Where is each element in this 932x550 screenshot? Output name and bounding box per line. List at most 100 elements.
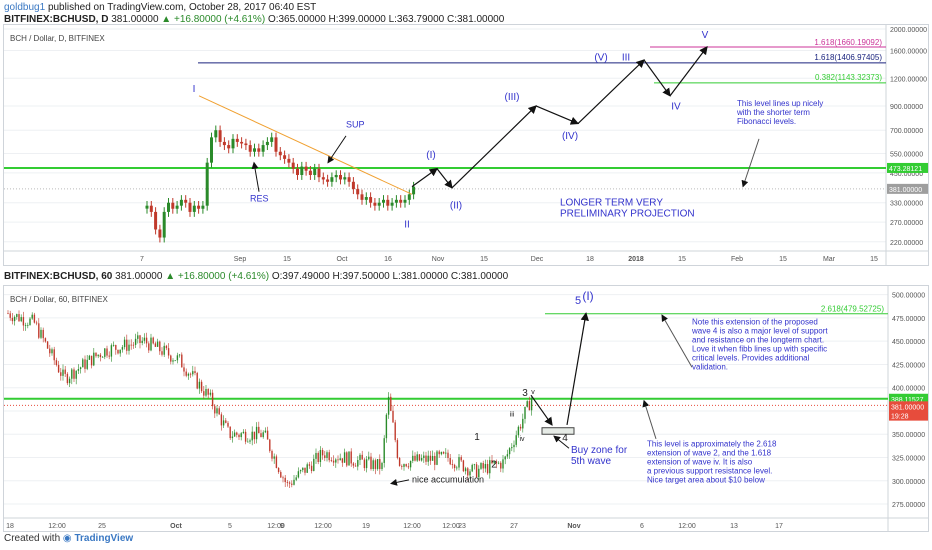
x-tick-8: 18 — [586, 256, 594, 263]
candle2-body-169 — [379, 459, 381, 470]
candle2-body-148 — [332, 460, 335, 463]
candle2-body-132 — [297, 471, 300, 478]
x2-tick-0: 18 — [6, 523, 14, 530]
candle2-body-56 — [130, 344, 132, 346]
candle2-body-32 — [77, 369, 80, 371]
ohlc-hourly: O:397.49000 H:397.50000 L:381.00000 C:38… — [271, 271, 509, 282]
candle2-body-110 — [249, 440, 251, 442]
candle2-body-152 — [341, 458, 344, 463]
candle2-body-116 — [262, 432, 264, 438]
y2-tick-2: 450.00000 — [892, 339, 925, 346]
annotation-note-2: Fibonacci levels. — [737, 117, 796, 126]
hourly-chart[interactable]: 500.00000 475.00000 450.00000 425.00000 400.… — [3, 285, 929, 532]
candle2-body-127 — [286, 482, 289, 483]
candle2-body-43 — [101, 356, 104, 358]
candle-body-12 — [197, 205, 201, 209]
candle-body-17 — [218, 130, 222, 142]
candle-body-53 — [373, 202, 377, 206]
candle2-body-120 — [271, 450, 273, 459]
candle2-body-177 — [396, 440, 399, 458]
candle2-body-176 — [394, 422, 396, 441]
candle2-body-67 — [154, 343, 157, 347]
annotation-note-extension-0: Note this extension of the proposed — [692, 317, 818, 326]
candle2-body-39 — [93, 352, 95, 366]
candle2-body-131 — [295, 477, 297, 480]
candle2-body-229 — [511, 447, 513, 449]
candle2-body-199 — [445, 452, 447, 454]
candle2-body-215 — [480, 463, 482, 469]
candle2-body-149 — [335, 459, 337, 463]
price2-tag-text-1: 381.00000 — [891, 404, 924, 411]
candle-body-9 — [184, 199, 188, 203]
candle2-body-121 — [273, 456, 275, 459]
price2-tag-2 — [889, 410, 928, 421]
candle2-body-112 — [253, 431, 256, 440]
y-tick-7: 330.00000 — [890, 201, 923, 208]
candle2-body-44 — [104, 348, 106, 357]
wave2-label-3: iii — [510, 412, 515, 419]
candle-body-23 — [244, 143, 248, 146]
candle2-body-173 — [387, 396, 390, 415]
x2-tick-14: 6 — [640, 523, 644, 530]
candle2-body-204 — [456, 467, 458, 469]
candle-body-35 — [296, 168, 299, 175]
x-tick-6: 15 — [480, 256, 488, 263]
candle2-body-174 — [390, 396, 392, 411]
candle2-body-63 — [145, 337, 148, 344]
trendline-resistance — [198, 95, 413, 195]
candle2-body-82 — [187, 373, 190, 376]
candle2-body-150 — [337, 459, 339, 461]
candle2-body-42 — [99, 354, 102, 358]
candle-body-48 — [351, 181, 355, 190]
author-link[interactable]: goldbug1 — [4, 2, 46, 13]
wave2-label-7: 5 — [575, 295, 581, 307]
daily-chart[interactable]: 2000.00000 1600.00000 1200.00000 900.00000 7… — [3, 24, 929, 266]
candle2-body-99 — [225, 420, 227, 423]
tradingview-brand[interactable]: TradingView — [74, 533, 134, 544]
candle2-body-154 — [346, 452, 348, 466]
arrow-sup — [327, 135, 347, 164]
price2-tag-text-0: 388.11527 — [891, 397, 924, 404]
candle2-body-9 — [27, 324, 29, 326]
candle2-body-111 — [251, 431, 253, 441]
candle2-body-183 — [409, 460, 412, 468]
candle2-body-22 — [55, 360, 58, 365]
candle-body-20 — [231, 138, 235, 149]
y2-tick-6: 350.00000 — [892, 432, 925, 439]
annotation-buy-zone-1: 5th wave — [571, 456, 611, 467]
candle-body-45 — [339, 174, 342, 180]
candle2-body-114 — [258, 426, 260, 434]
wave-label-0: I — [193, 84, 196, 95]
candle-body-2 — [154, 211, 158, 230]
wave-label-1: II — [404, 220, 410, 231]
candle2-body-141 — [317, 452, 319, 463]
candle2-body-162 — [363, 459, 366, 469]
price2-tag-1 — [889, 401, 928, 412]
candle2-body-107 — [242, 431, 245, 434]
footer: Created with ◉ TradingView — [4, 533, 133, 544]
x-tick-10: 15 — [678, 256, 686, 263]
candle2-body-29 — [71, 369, 73, 379]
wave2-label-8: (I) — [582, 289, 593, 303]
candle2-body-185 — [414, 455, 416, 461]
wave-label-3: (II) — [450, 201, 462, 212]
candle2-body-129 — [291, 483, 293, 485]
candle2-body-49 — [115, 345, 117, 350]
candle2-body-220 — [491, 460, 493, 464]
ticker-line-hourly: BITFINEX:BCHUSD, 60 381.00000 ▲ +16.8000… — [4, 271, 508, 282]
candle2-body-81 — [185, 371, 187, 376]
candle-body-46 — [343, 177, 347, 180]
candle2-body-219 — [489, 460, 491, 474]
annotation-note-extension-4: critical levels. Provides additional — [692, 353, 810, 362]
chart-bg — [4, 25, 928, 265]
candle2-body-41 — [97, 354, 99, 357]
candle2-body-238 — [530, 398, 533, 411]
annotation-note-extension-1: wave 4 is also a major level of support — [691, 326, 828, 335]
candle-body-57 — [390, 202, 394, 206]
candle-body-30 — [274, 137, 278, 152]
y-tick-6: 450.00000 — [890, 171, 923, 178]
arrow-to-wave5 — [566, 312, 589, 426]
candle2-body-84 — [192, 371, 194, 375]
candle-body-26 — [257, 148, 261, 152]
candle-body-16 — [214, 130, 218, 138]
